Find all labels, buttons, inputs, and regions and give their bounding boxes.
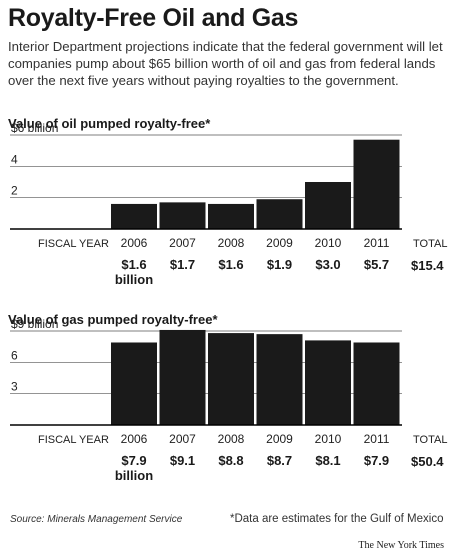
oil-value-text: $5.7 [363,257,390,272]
oil-chart-title: Value of oil pumped royalty-free* [8,116,211,131]
gas-value-unit: billion [114,468,154,483]
oil-value-text: $3.0 [315,257,341,272]
gas-value-text: $8.7 [266,453,293,468]
gas-bar-2011 [353,342,400,425]
oil-value-label: $1.7 [158,257,208,272]
gas-year-label: 2011 [363,432,390,446]
gas-value-text: $7.9 [121,453,147,468]
oil-ytick-label: 2 [11,184,18,198]
oil-value-text: $1.9 [266,257,293,272]
oil-year-label: 2011 [363,236,390,250]
gas-year-label: 2010 [314,432,342,446]
gas-ytick-label: 3 [11,380,18,394]
gas-value-text: $8.8 [218,453,244,468]
gas-value-text: $7.9 [363,453,390,468]
gas-bar-2006 [111,342,157,425]
gas-value-label: $8.8 [206,453,256,468]
gas-fiscal-year-label: FISCAL YEAR [38,434,109,446]
gas-year-label: 2006 [120,432,148,446]
oil-bar-2009 [256,199,303,229]
gas-total-label: TOTAL [413,434,448,446]
gas-year-label: 2008 [217,432,245,446]
source-note: Source: Minerals Management Service [10,514,183,525]
gas-ytick-label: $9 billion [11,317,58,331]
oil-year-label: 2008 [217,236,245,250]
gas-chart-title: Value of gas pumped royalty-free* [8,312,218,327]
oil-year-label: 2007 [169,236,196,250]
oil-year-label: 2006 [120,236,148,250]
oil-ytick-label: 4 [11,152,18,166]
gas-ytick-label: 6 [11,348,18,362]
oil-bar-2006 [111,203,157,229]
gas-bar-2010 [305,340,351,425]
gas-value-text: $8.1 [315,453,341,468]
gas-value-label: $8.1 [303,453,353,468]
oil-bar-2007 [159,202,206,229]
oil-ytick-label: $6 billion [11,121,58,135]
gas-year-label: 2009 [266,432,293,446]
gas-value-label: $8.7 [255,453,305,468]
gas-value-label: $7.9 billion [109,453,159,483]
oil-value-label: $1.6 billion [109,257,159,287]
oil-value-label: $5.7 [352,257,402,272]
oil-value-text: $1.6 [218,257,244,272]
oil-value-unit: billion [114,272,154,287]
oil-bar-2010 [305,182,351,229]
gas-bar-2007 [159,329,206,425]
oil-value-text: $1.6 [121,257,147,272]
gas-total-value: $50.4 [411,454,444,469]
chart-headline: Royalty-Free Oil and Gas [8,4,299,32]
oil-bar-2011 [353,139,400,229]
oil-total-label: TOTAL [413,238,448,250]
oil-value-label: $1.6 [206,257,256,272]
oil-fiscal-year-label: FISCAL YEAR [38,238,109,250]
gas-value-text: $9.1 [169,453,196,468]
gas-bar-2009 [256,334,303,425]
gas-bar-2008 [208,333,254,425]
oil-bar-2008 [208,203,254,229]
gas-value-label: $9.1 [158,453,208,468]
oil-chart-plot: 2 4 $6 billion [10,121,402,230]
gas-year-label: 2007 [169,432,196,446]
oil-total-value: $15.4 [411,258,444,273]
oil-value-label: $3.0 [303,257,353,272]
estimate-footnote: *Data are estimates for the Gulf of Mexi… [230,513,444,525]
oil-value-text: $1.7 [169,257,196,272]
oil-value-label: $1.9 [255,257,305,272]
oil-year-label: 2010 [314,236,342,250]
oil-year-label: 2009 [266,236,293,250]
chart-deck: Interior Department projections indicate… [8,39,443,88]
publisher-credit: The New York Times [358,540,444,551]
gas-value-label: $7.9 [352,453,402,468]
gas-chart-plot: 3 6 $9 billion [10,317,402,426]
